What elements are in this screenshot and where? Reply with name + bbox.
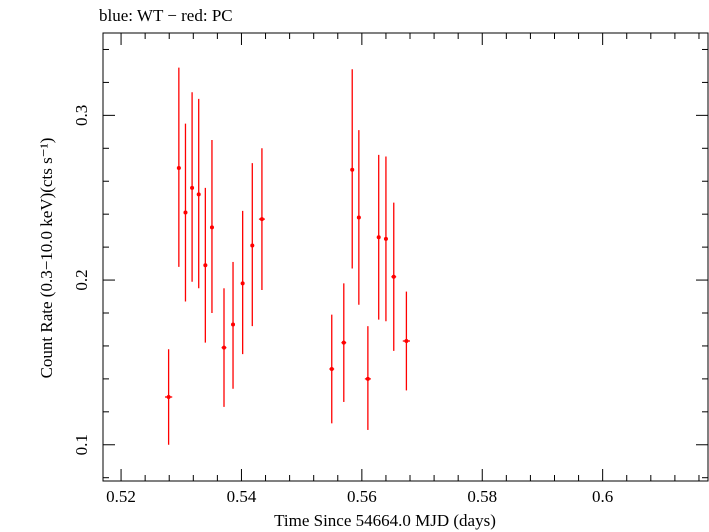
x-tick-label: 0.52	[106, 487, 136, 506]
point-marker	[365, 376, 370, 381]
point-marker	[356, 215, 361, 220]
point-marker	[183, 210, 188, 215]
data-point	[402, 291, 411, 391]
point-marker	[250, 243, 255, 248]
point-marker	[391, 274, 396, 279]
data-point	[391, 202, 397, 351]
point-marker	[209, 225, 214, 230]
axis-tick-labels: 0.52 0.54 0.56 0.58 0.6 0.1 0.2 0.3	[72, 105, 613, 506]
point-marker	[259, 217, 264, 222]
point-marker	[376, 235, 381, 240]
point-marker	[240, 281, 245, 286]
data-point	[329, 314, 335, 424]
chart-title: blue: WT − red: PC	[99, 6, 233, 25]
data-point	[341, 283, 347, 402]
data-point	[209, 140, 214, 313]
data-point	[165, 349, 173, 445]
plot-frame	[102, 32, 709, 482]
x-tick-label: 0.56	[347, 487, 377, 506]
y-tick-label: 0.1	[72, 434, 91, 455]
x-tick-label: 0.54	[227, 487, 257, 506]
x-tick-label: 0.6	[592, 487, 613, 506]
point-marker	[341, 340, 346, 345]
data-point	[350, 69, 355, 269]
y-axis-label: Count Rate (0.3−10.0 keV)(cts s⁻¹)	[37, 138, 56, 379]
point-marker	[190, 185, 195, 190]
data-point	[190, 92, 195, 282]
point-marker	[222, 345, 226, 350]
data-point	[356, 130, 361, 305]
point-marker	[404, 339, 409, 343]
y-tick-label: 0.3	[72, 105, 91, 126]
point-marker	[166, 395, 171, 399]
point-marker	[231, 322, 236, 327]
point-marker	[383, 236, 388, 241]
y-tick-label: 0.2	[72, 269, 91, 290]
data-point	[364, 326, 371, 430]
point-marker	[329, 367, 334, 371]
axis-ticks	[103, 33, 708, 481]
x-axis-label: Time Since 54664.0 MJD (days)	[274, 511, 496, 530]
x-tick-label: 0.58	[467, 487, 497, 506]
point-marker	[196, 192, 201, 197]
data-point	[203, 187, 208, 343]
data-point	[231, 261, 236, 389]
data-point	[183, 123, 188, 302]
data-point	[240, 210, 245, 355]
data-point	[250, 163, 255, 327]
data-series-pc	[165, 67, 411, 445]
data-point	[383, 156, 388, 322]
data-point	[376, 154, 381, 320]
data-point	[176, 67, 181, 267]
data-point	[221, 288, 227, 407]
data-point	[196, 98, 201, 289]
point-marker	[176, 166, 181, 171]
point-marker	[203, 263, 208, 268]
data-point	[258, 148, 265, 290]
point-marker	[350, 167, 355, 172]
